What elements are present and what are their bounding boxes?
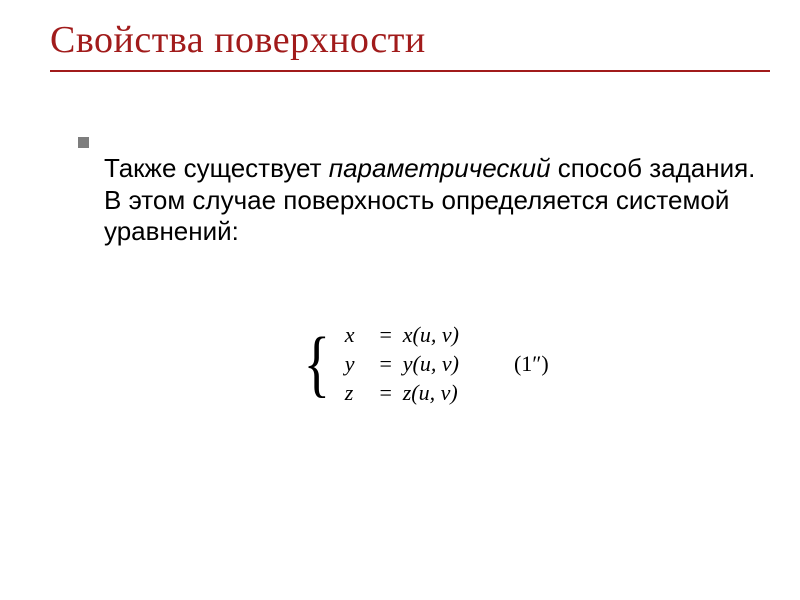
eq-sign: = bbox=[369, 322, 403, 348]
eq-rhs: x(u, v) bbox=[403, 322, 459, 348]
slide-body: Также существует параметрический способ … bbox=[50, 127, 770, 406]
eq-sign: = bbox=[369, 380, 403, 406]
bullet-item: Также существует параметрический способ … bbox=[78, 127, 770, 274]
slide-title: Свойства поверхности bbox=[50, 18, 770, 62]
eq-rhs: z(u, v) bbox=[403, 380, 458, 406]
equation-line: z = z(u, v) bbox=[345, 380, 459, 406]
eq-rhs: y(u, v) bbox=[403, 351, 459, 377]
paragraph: Также существует параметрический способ … bbox=[104, 153, 770, 248]
eq-var: x bbox=[345, 322, 369, 348]
equation-line: x = x(u, v) bbox=[345, 322, 459, 348]
slide: Свойства поверхности Также существует па… bbox=[0, 0, 800, 600]
eq-var: z bbox=[345, 380, 369, 406]
equation-line: y = y(u, v) bbox=[345, 351, 459, 377]
equation-lines: x = x(u, v) y = y(u, v) z = z(u, v) bbox=[345, 322, 459, 406]
left-brace-icon: { bbox=[304, 327, 331, 401]
paragraph-italic: параметрический bbox=[329, 153, 551, 183]
paragraph-prefix: Также существует bbox=[104, 153, 329, 183]
eq-var: y bbox=[345, 351, 369, 377]
equation: { x = x(u, v) y = y(u, v) z = bbox=[299, 322, 549, 406]
title-underline bbox=[50, 70, 770, 72]
equation-tag: (1″) bbox=[514, 351, 549, 377]
square-bullet-icon bbox=[78, 137, 89, 148]
eq-sign: = bbox=[369, 351, 403, 377]
equation-block: { x = x(u, v) y = y(u, v) z = bbox=[78, 322, 770, 406]
